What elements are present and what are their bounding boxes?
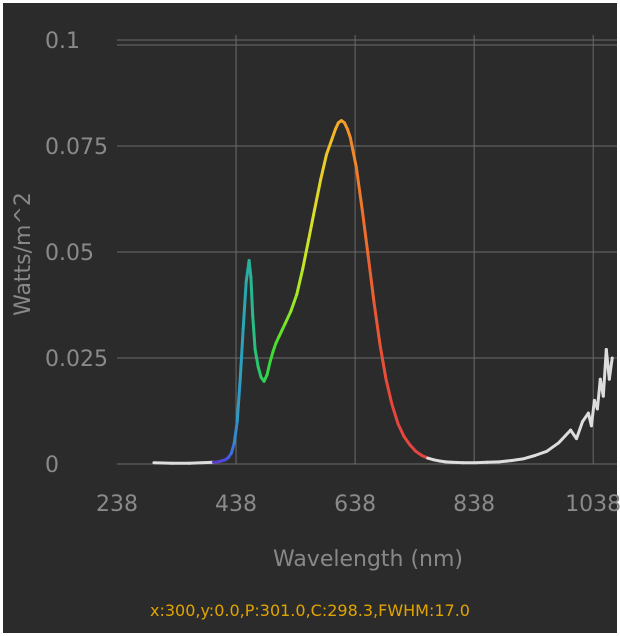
series-segment: [319, 153, 328, 182]
series-segment: [545, 441, 561, 453]
series-segment: [575, 420, 584, 441]
series-segment: [289, 292, 299, 313]
series-segment: [235, 377, 242, 424]
series-segment: [497, 459, 513, 464]
series-segment: [229, 441, 236, 455]
series-segment: [307, 208, 317, 241]
y-tick-label: 0.1: [45, 29, 80, 54]
series-segment: [354, 165, 364, 212]
series-segment: [533, 449, 549, 457]
series-segment: [256, 365, 263, 379]
series-segment: [557, 428, 573, 445]
y-tick-label: 0.075: [45, 135, 108, 160]
x-tick-labels: 238 438 638 838 1038: [96, 492, 620, 517]
series-segment: [313, 178, 323, 212]
x-tick-label: 638: [334, 492, 376, 517]
y-tick-labels: 0 0.025 0.05 0.075 0.1: [45, 29, 108, 478]
series-segment: [607, 356, 614, 381]
series-segment: [589, 398, 596, 428]
y-tick-label: 0: [45, 453, 59, 478]
x-axis-title: Wavelength (nm): [273, 547, 463, 572]
x-tick-label: 438: [215, 492, 257, 517]
series-segment: [251, 314, 257, 351]
spectrum-chart-panel: [3, 3, 617, 633]
x-tick-label: 838: [453, 492, 495, 517]
series-segment: [372, 301, 382, 347]
series-segment: [232, 420, 239, 445]
series-segment: [378, 343, 388, 381]
series-segment: [238, 326, 245, 381]
series-segment: [241, 280, 248, 330]
series-segment: [360, 208, 370, 258]
series-segment: [295, 267, 305, 296]
series-segment: [265, 360, 272, 377]
series-segment: [521, 454, 537, 461]
y-axis-title: Watts/m^2: [11, 192, 36, 316]
x-tick-label: 1038: [565, 492, 620, 517]
series-segment: [247, 259, 253, 279]
series-segment: [509, 457, 525, 463]
series-segment: [331, 127, 337, 139]
series-segment: [402, 434, 412, 447]
series-segment: [384, 377, 394, 407]
series-segment: [249, 275, 255, 318]
y-tick-label: 0.025: [45, 347, 108, 372]
cursor-readout: x:300,y:0.0,P:301.0,C:298.3,FWHM:17.0: [150, 601, 470, 620]
series-segment: [152, 461, 174, 465]
series-segment: [366, 254, 376, 305]
y-tick-label: 0.05: [45, 241, 94, 266]
series-segment: [188, 461, 203, 465]
series-segment: [301, 237, 311, 271]
x-tick-label: 238: [96, 492, 138, 517]
series-segment: [283, 309, 293, 326]
series-segment: [396, 422, 406, 438]
series-segment: [253, 348, 260, 368]
series-segment: [325, 136, 334, 156]
series-segment: [348, 136, 358, 169]
series-segment: [390, 403, 400, 426]
spectrum-series: [152, 119, 614, 465]
series-segment: [277, 322, 287, 339]
series-segment: [268, 350, 275, 364]
